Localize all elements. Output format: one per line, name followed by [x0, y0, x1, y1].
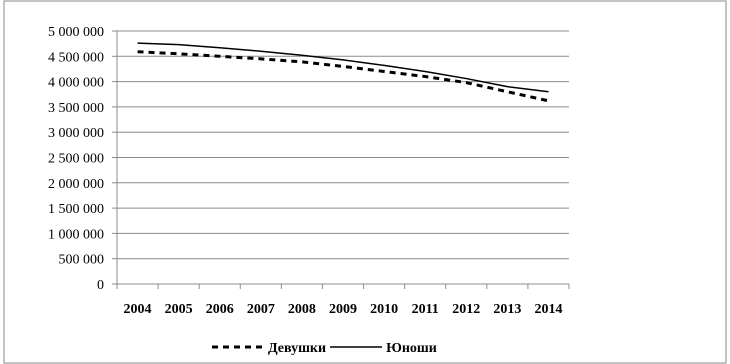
- legend-label: Юноши: [386, 341, 437, 356]
- y-tick-label: 500 000: [59, 253, 105, 268]
- y-tick-label: 5 000 000: [48, 25, 104, 40]
- gridlines: [117, 30, 569, 260]
- x-tick-label: 2011: [412, 302, 439, 317]
- x-tick-label: 2014: [534, 302, 562, 317]
- axes: [112, 30, 570, 289]
- x-tick-label: 2004: [124, 302, 152, 317]
- y-tick-label: 3 500 000: [48, 101, 104, 116]
- series-line-dashed: [137, 50, 549, 103]
- y-tick-label: 2 500 000: [48, 152, 104, 167]
- series-lines: [137, 42, 549, 103]
- x-tick-label: 2013: [493, 302, 521, 317]
- x-tick-label: 2012: [452, 302, 480, 317]
- y-axis-ticks: 0 500 000 1 000 000 1 500 000 2 000 000 2 500…: [48, 25, 104, 293]
- chart-frame: [3, 0, 727, 364]
- y-tick-label: 1 500 000: [48, 202, 104, 217]
- legend-label: Девушки: [268, 341, 326, 356]
- y-tick-label: 1 000 000: [48, 227, 104, 242]
- x-tick-label: 2009: [329, 302, 357, 317]
- y-tick-label: 4 500 000: [48, 50, 104, 65]
- y-tick-label: 0: [97, 278, 104, 293]
- legend: Девушки Юноши: [212, 341, 437, 356]
- x-tick-label: 2005: [165, 302, 193, 317]
- series-line-solid: [137, 42, 549, 93]
- x-tick-label: 2008: [288, 302, 316, 317]
- x-tick-label: 2007: [247, 302, 275, 317]
- y-tick-label: 3 000 000: [48, 126, 104, 141]
- x-axis-ticks: 2004 2005 2006 2007 2008 2009 2010 2011 2012 2013…: [124, 302, 563, 317]
- x-tick-label: 2010: [370, 302, 398, 317]
- x-tick-label: 2006: [206, 302, 234, 317]
- y-tick-label: 4 000 000: [48, 76, 104, 91]
- y-tick-label: 2 000 000: [48, 177, 104, 192]
